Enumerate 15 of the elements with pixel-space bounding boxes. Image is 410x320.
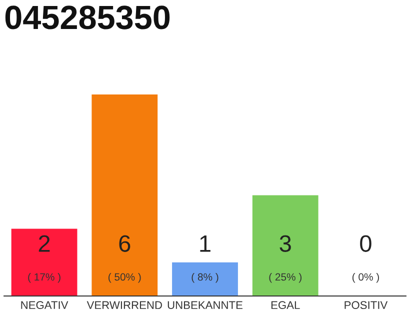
x-tick-label: UNBEKANNTE [168,301,242,310]
bar [11,228,78,296]
bar [172,262,238,296]
data-label: 6 ( 50% ) [108,235,141,283]
data-label: 2 ( 17% ) [28,235,60,283]
x-tick-label: POSITIV [344,301,388,310]
chart-title: 045285350 [5,6,170,30]
data-label: 1 ( 8% ) [192,235,218,283]
x-tick-label: EGAL [271,301,300,310]
bar [252,195,318,296]
data-label: 0 ( 0% ) [352,235,379,283]
data-label: 3 ( 25% ) [269,235,302,283]
bar [92,94,158,296]
x-tick-label: NEGATIV [21,301,68,310]
x-tick-label: VERWIRREND [86,301,162,309]
